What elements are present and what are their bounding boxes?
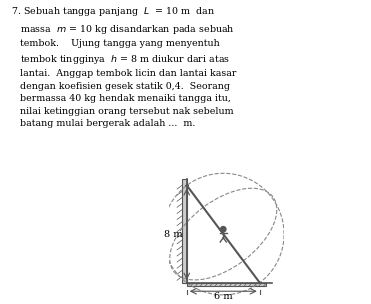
Bar bbox=[182, 179, 187, 283]
Circle shape bbox=[221, 226, 226, 232]
Bar bbox=[187, 283, 266, 286]
Text: 6 m: 6 m bbox=[214, 292, 233, 301]
Text: 7. Sebuah tangga panjang  $L$  = 10 m  dan
   massa  $m$ = 10 kg disandarkan pad: 7. Sebuah tangga panjang $L$ = 10 m dan … bbox=[11, 5, 236, 128]
Text: 8 m: 8 m bbox=[164, 230, 183, 239]
